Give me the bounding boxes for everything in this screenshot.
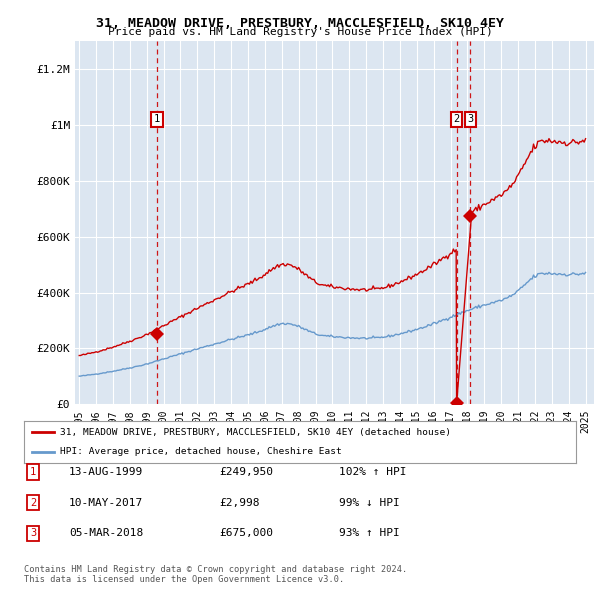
Text: 3: 3 (467, 114, 473, 124)
Text: 2: 2 (30, 498, 36, 507)
Text: HPI: Average price, detached house, Cheshire East: HPI: Average price, detached house, Ches… (60, 447, 341, 456)
Text: 99% ↓ HPI: 99% ↓ HPI (339, 498, 400, 507)
Text: £249,950: £249,950 (219, 467, 273, 477)
Text: This data is licensed under the Open Government Licence v3.0.: This data is licensed under the Open Gov… (24, 575, 344, 584)
Text: 93% ↑ HPI: 93% ↑ HPI (339, 529, 400, 538)
Text: 102% ↑ HPI: 102% ↑ HPI (339, 467, 407, 477)
Text: 1: 1 (30, 467, 36, 477)
Text: Contains HM Land Registry data © Crown copyright and database right 2024.: Contains HM Land Registry data © Crown c… (24, 565, 407, 573)
Text: 10-MAY-2017: 10-MAY-2017 (69, 498, 143, 507)
Text: 31, MEADOW DRIVE, PRESTBURY, MACCLESFIELD, SK10 4EY: 31, MEADOW DRIVE, PRESTBURY, MACCLESFIEL… (96, 17, 504, 30)
Text: £675,000: £675,000 (219, 529, 273, 538)
Text: 2: 2 (454, 114, 460, 124)
Text: £2,998: £2,998 (219, 498, 260, 507)
Text: 05-MAR-2018: 05-MAR-2018 (69, 529, 143, 538)
Text: 1: 1 (154, 114, 160, 124)
Text: Price paid vs. HM Land Registry's House Price Index (HPI): Price paid vs. HM Land Registry's House … (107, 27, 493, 37)
Text: 13-AUG-1999: 13-AUG-1999 (69, 467, 143, 477)
Text: 31, MEADOW DRIVE, PRESTBURY, MACCLESFIELD, SK10 4EY (detached house): 31, MEADOW DRIVE, PRESTBURY, MACCLESFIEL… (60, 428, 451, 437)
Text: 3: 3 (30, 529, 36, 538)
